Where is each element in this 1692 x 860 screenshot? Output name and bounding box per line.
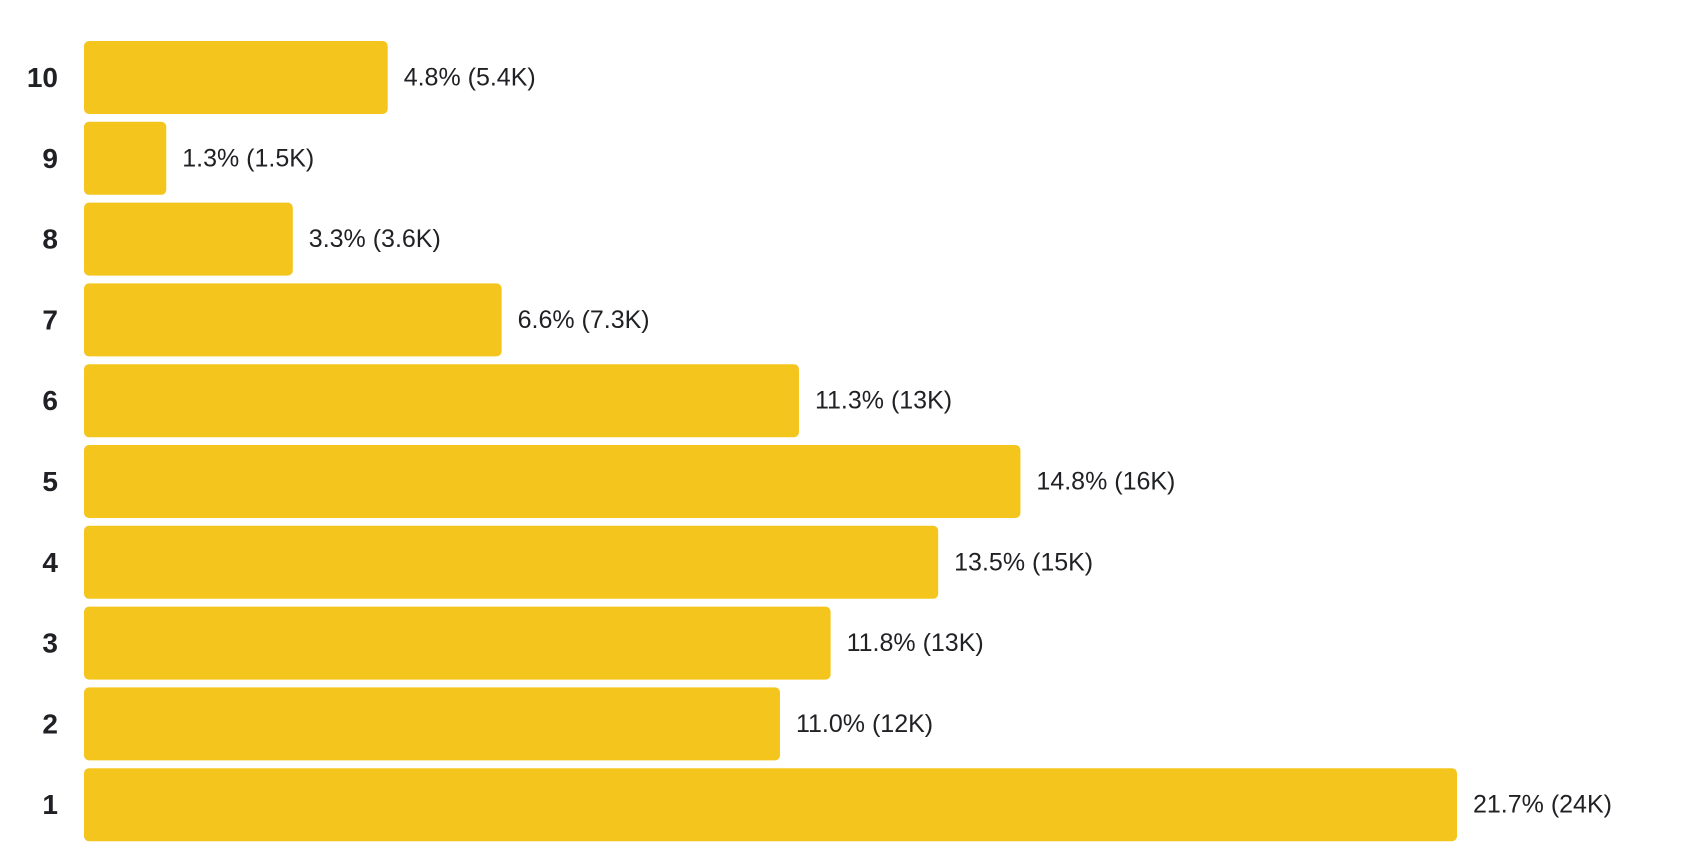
category-label-6: 6 xyxy=(42,385,58,416)
data-label-10: 4.8% (5.4K) xyxy=(404,64,536,92)
category-label-1: 1 xyxy=(42,789,58,820)
category-label-8: 8 xyxy=(42,224,58,255)
category-label-3: 3 xyxy=(42,628,58,659)
bar-7 xyxy=(84,283,502,357)
data-label-2: 11.0% (12K) xyxy=(796,710,933,738)
bar-9 xyxy=(84,121,167,195)
bar-10 xyxy=(84,41,388,114)
data-label-3: 11.8% (13K) xyxy=(847,629,984,657)
category-label-7: 7 xyxy=(42,304,58,335)
data-label-1: 21.7% (24K) xyxy=(1473,791,1612,819)
bar-2 xyxy=(84,687,780,761)
bar-8 xyxy=(84,202,293,276)
category-label-2: 2 xyxy=(42,708,58,739)
data-label-9: 1.3% (1.5K) xyxy=(182,144,314,172)
data-label-8: 3.3% (3.6K) xyxy=(309,225,441,253)
data-labels-group: 4.8% (5.4K) 1.3% (1.5K) 3.3% (3.6K) 6.6% (7… xyxy=(182,64,1612,819)
category-label-10: 10 xyxy=(27,62,58,93)
bar-5 xyxy=(84,445,1021,518)
bars-group xyxy=(84,41,1457,842)
bar-6 xyxy=(84,364,799,438)
category-label-9: 9 xyxy=(42,143,58,174)
bar-1 xyxy=(84,768,1457,842)
category-label-4: 4 xyxy=(42,547,58,578)
data-label-6: 11.3% (13K) xyxy=(815,387,952,415)
bar-3 xyxy=(84,606,831,680)
category-axis-labels: 10 9 8 7 6 5 4 3 2 1 xyxy=(27,62,59,820)
data-label-4: 13.5% (15K) xyxy=(954,548,1093,576)
data-label-7: 6.6% (7.3K) xyxy=(518,306,650,334)
data-label-5: 14.8% (16K) xyxy=(1036,468,1175,496)
category-label-5: 5 xyxy=(42,466,58,497)
bar-4 xyxy=(84,525,939,599)
